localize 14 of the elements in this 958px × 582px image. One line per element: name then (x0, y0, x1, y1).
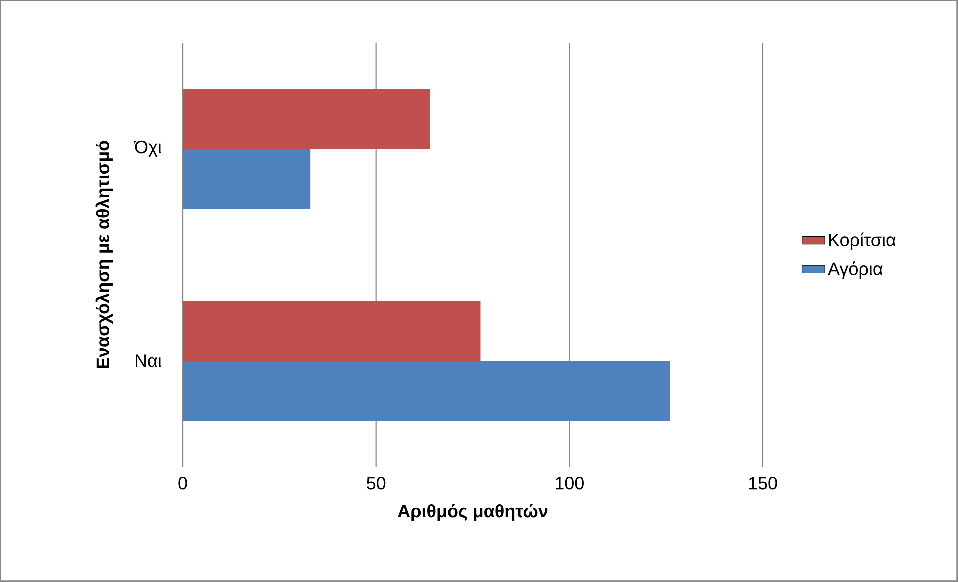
y-tick-label: Όχι (134, 140, 162, 158)
bar (183, 300, 481, 361)
bar (183, 89, 430, 149)
bar (183, 149, 311, 209)
y-tick-label: Ναι (136, 354, 162, 368)
bar (183, 360, 670, 421)
y-axis-title: Ενασχόληση με αθλητισμό (96, 141, 114, 368)
legend-label: Αγόρια (828, 262, 883, 279)
x-tick-label: 100 (556, 477, 584, 490)
legend-label: Κορίτσια (830, 232, 896, 250)
x-tick-label: 150 (749, 477, 778, 490)
x-tick-label: 0 (178, 477, 188, 490)
x-tick-label: 50 (367, 477, 386, 490)
x-axis-title: Αριθμός μαθητών (398, 504, 548, 522)
